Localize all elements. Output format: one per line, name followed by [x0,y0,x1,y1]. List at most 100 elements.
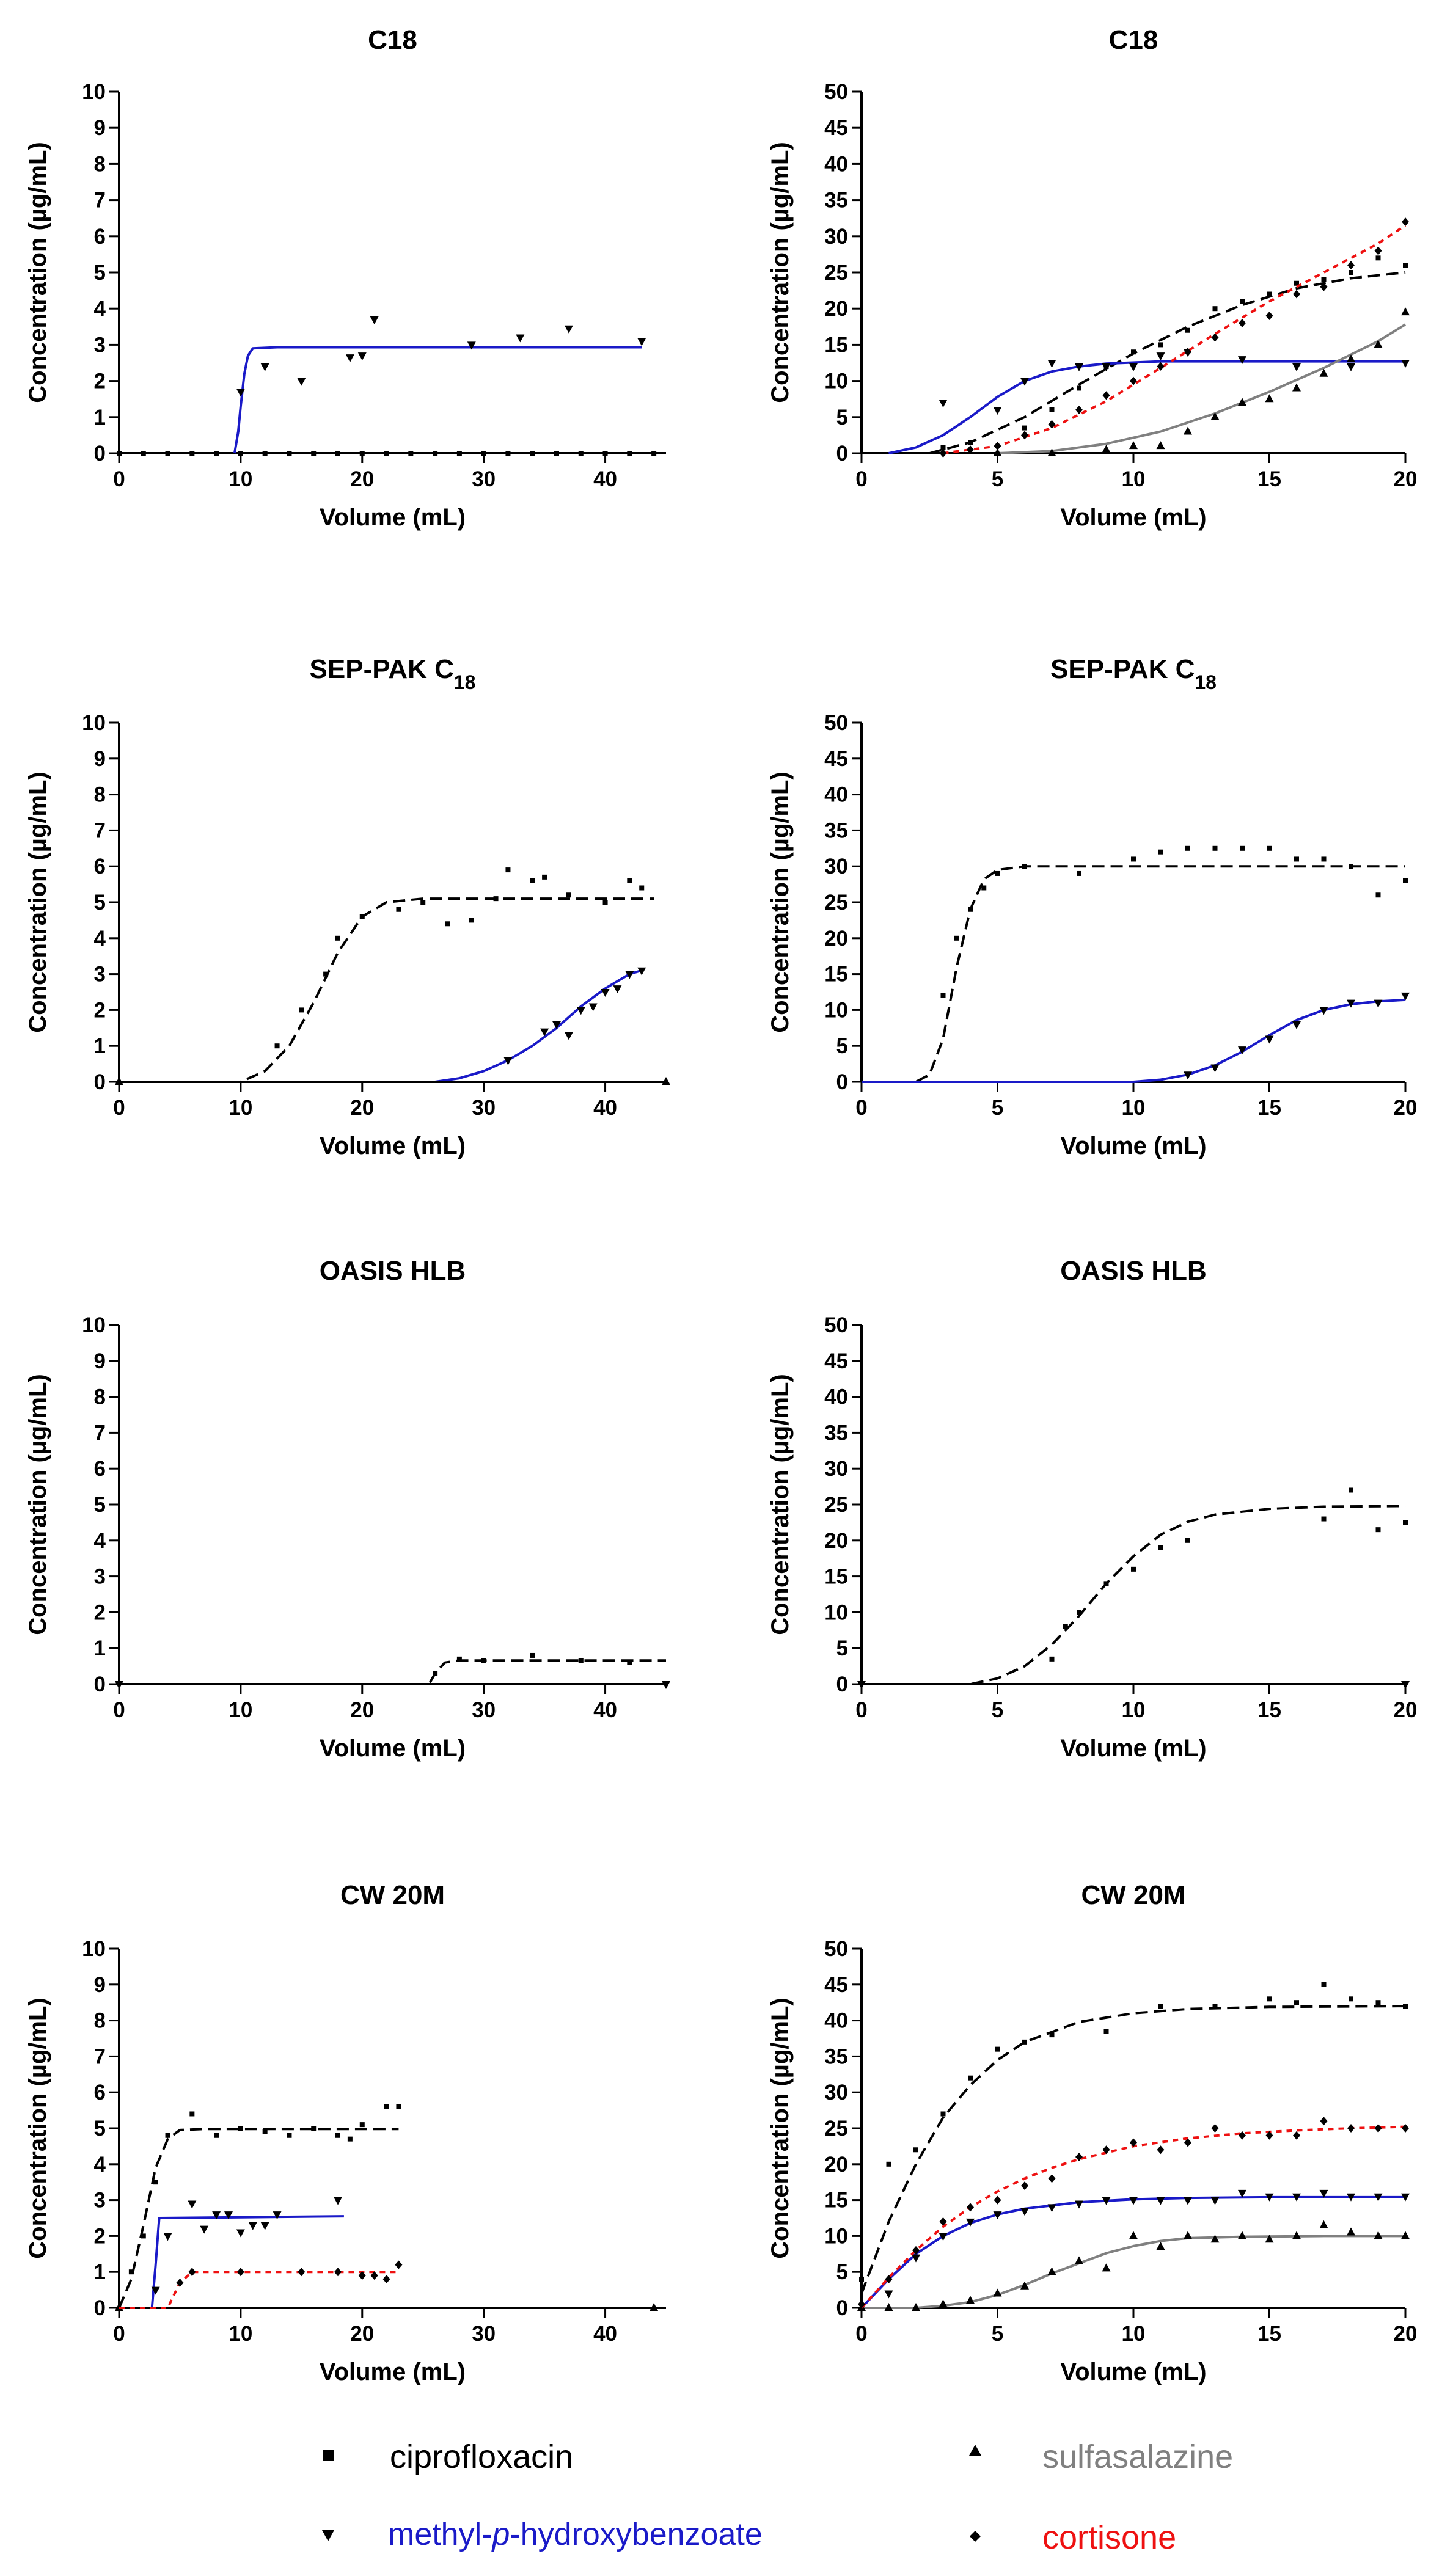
data-point [1347,2193,1355,2202]
data-point [1349,270,1353,275]
chart-title: C18 [368,25,417,55]
data-point [1131,1566,1136,1572]
y-tick-label: 45 [824,1973,848,1997]
series-methyl-p-hydroxybenzoate [115,1681,670,1689]
data-point [1292,2231,1301,2239]
legend-marker-ciprofloxacin [323,2450,334,2461]
data-point [939,2233,948,2241]
data-point [886,2161,891,2167]
data-point [1075,2200,1083,2209]
data-point [1211,333,1219,342]
y-tick-label: 2 [94,1600,106,1624]
y-tick-label: 5 [836,1034,848,1058]
x-tick-label: 30 [472,2322,496,2346]
series-sulfasalazine [993,307,1410,456]
data-point [1210,2197,1220,2205]
data-point [1185,327,1190,333]
data-point [1401,2193,1410,2202]
legend-marker-sulfasalazine [969,2445,981,2456]
chart-title: SEP-PAK C18 [310,654,476,693]
chart-panel-6: OASIS HLB 0 5 10 15 20 25 30 35 40 45 50 0 5 10 15 20 Vol… [767,1256,1417,1762]
legend-label-methylparaben-suffix: -hydroxybenzoate [510,2517,762,2552]
data-point [651,451,657,456]
y-tick-label: 4 [94,297,106,321]
data-point [1158,342,1163,348]
data-point [954,935,959,941]
data-point [912,2303,920,2311]
y-tick-label: 7 [94,2045,106,2068]
data-point [1184,2231,1192,2239]
x-tick-label: 15 [1257,1698,1281,1722]
y-tick-label: 6 [94,1457,106,1481]
x-tick-label: 20 [350,467,374,491]
data-point [993,2288,1002,2297]
data-point [1075,2256,1083,2264]
data-point [530,1652,535,1658]
data-point [347,2136,353,2142]
y-tick-label: 6 [94,225,106,249]
series-methyl-p-hydroxybenzoate [119,2197,344,2309]
data-point [311,451,317,456]
data-point [1240,299,1245,304]
data-point [578,451,584,456]
data-point [530,451,535,456]
chart-title-subscript: 18 [454,671,476,693]
y-axis-label: Concentration (µg/mL) [24,1998,51,2258]
data-point [1374,246,1382,255]
data-point [297,378,306,386]
data-point [1157,2145,1165,2155]
x-tick-label: 40 [593,2322,617,2346]
x-tick-label: 5 [992,1096,1003,1120]
data-point [1292,1021,1301,1029]
y-tick-label: 10 [82,80,106,104]
y-tick-label: 35 [824,819,848,842]
y-tick-label: 2 [94,370,106,393]
y-tick-label: 5 [836,406,848,429]
chart-panel-4: SEP-PAK C18 0 5 10 15 20 25 30 35 40 45 50 0 5 10 15 20 V… [767,654,1417,1159]
y-tick-label: 0 [94,2296,106,2320]
y-tick-label: 35 [824,189,848,213]
data-point [1184,2197,1192,2205]
series-sulfasalazine [115,1077,670,1085]
data-point [359,2122,365,2128]
data-point [165,2133,170,2138]
data-point [940,445,946,450]
data-point [456,1656,462,1662]
y-tick-label: 30 [824,2081,848,2104]
y-tick-label: 7 [94,819,106,842]
y-tick-label: 35 [824,2045,848,2068]
data-point [382,2274,390,2283]
data-point [1375,1527,1381,1533]
y-tick-label: 50 [824,1313,848,1337]
data-point [260,2222,269,2230]
data-point [967,2203,974,2212]
y-tick-label: 30 [824,225,848,249]
data-point [1102,445,1111,453]
data-point [1210,412,1220,420]
x-tick-label: 20 [1394,1698,1418,1722]
y-tick-label: 9 [94,747,106,771]
y-tick-label: 5 [836,2260,848,2284]
data-point [1130,376,1137,385]
data-point [1212,845,1218,851]
data-point [262,451,268,456]
data-point [662,1077,670,1085]
data-point [384,2104,389,2109]
data-point [1374,999,1383,1008]
x-tick-label: 15 [1257,2322,1281,2346]
data-point [1402,217,1409,227]
data-point [1047,360,1056,368]
data-point [345,354,354,363]
x-tick-label: 10 [229,1698,252,1722]
x-tick-label: 5 [992,1698,1003,1722]
data-point [912,2254,920,2263]
series-methyl-p-hydroxybenzoate [233,316,646,454]
data-point [1375,255,1381,261]
data-point [1401,992,1410,1001]
data-point [176,2278,184,2287]
y-tick-label: 15 [824,2189,848,2213]
data-point [469,918,474,923]
x-tick-label: 20 [1394,467,1418,491]
data-point [334,2268,342,2277]
data-point [1347,999,1355,1008]
